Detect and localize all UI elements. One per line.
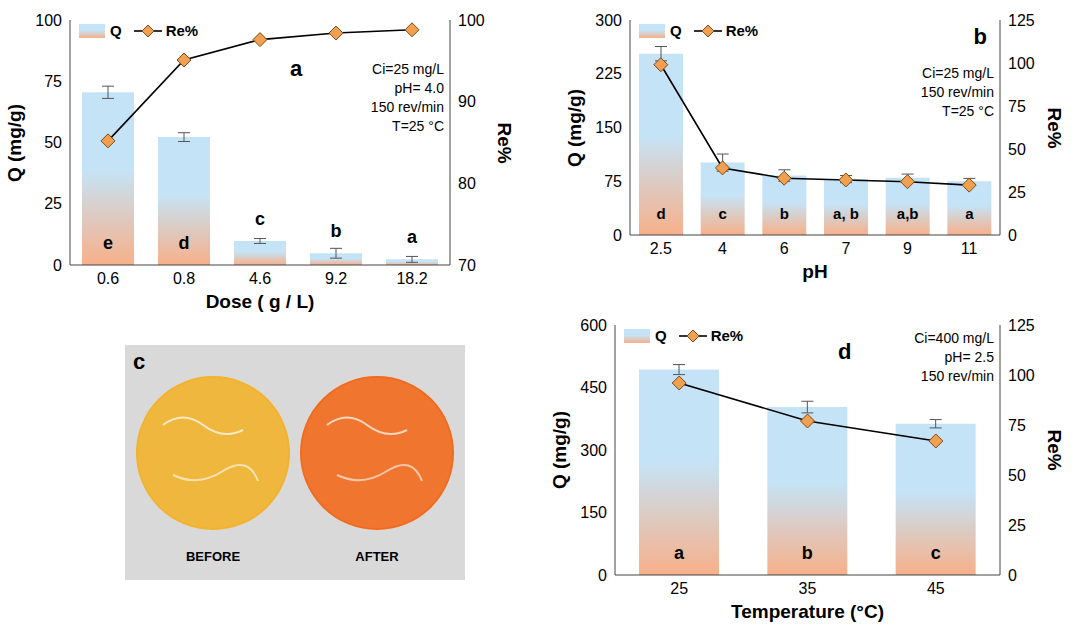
svg-text:50: 50 — [1008, 141, 1026, 158]
svg-text:100: 100 — [458, 12, 485, 29]
svg-text:c: c — [718, 205, 726, 222]
svg-text:0.8: 0.8 — [173, 270, 195, 287]
html-text:150 rev/min: 150 rev/min — [920, 368, 994, 384]
svg-text:b: b — [331, 221, 342, 241]
svg-text:18.2: 18.2 — [396, 270, 427, 287]
svg-text:150: 150 — [595, 119, 622, 136]
svg-text:4.6: 4.6 — [249, 270, 271, 287]
svg-text:100: 100 — [35, 12, 62, 29]
svg-text:50: 50 — [1008, 467, 1026, 484]
svg-text:25: 25 — [1008, 517, 1026, 534]
svg-text:2.5: 2.5 — [650, 240, 672, 257]
html-text:Re%: Re% — [1044, 429, 1065, 471]
svg-text:75: 75 — [1008, 417, 1026, 434]
html-text:Q: Q — [110, 22, 122, 39]
html-text:pH= 2.5: pH= 2.5 — [944, 349, 994, 365]
svg-text:e: e — [103, 233, 113, 253]
html-text:Q (mg/g): Q (mg/g) — [549, 410, 570, 490]
html-text:Ci=25 mg/L: Ci=25 mg/L — [922, 65, 994, 81]
svg-text:100: 100 — [1008, 367, 1035, 384]
svg-text:300: 300 — [595, 12, 622, 29]
svg-text:0: 0 — [53, 257, 62, 274]
svg-text:a: a — [407, 227, 418, 247]
svg-text:25: 25 — [1008, 184, 1026, 201]
svg-text:35: 35 — [799, 580, 817, 597]
html-text:150 rev/min: 150 rev/min — [920, 84, 994, 100]
svg-text:225: 225 — [595, 65, 622, 82]
svg-text:a: a — [965, 205, 974, 222]
svg-text:0: 0 — [1008, 227, 1017, 244]
html-text:pH= 4.0: pH= 4.0 — [394, 80, 444, 96]
html-text:Re%: Re% — [165, 22, 199, 39]
html-text:Re%: Re% — [1044, 106, 1065, 149]
svg-text:80: 80 — [458, 175, 476, 192]
html-text:Re%: Re% — [494, 121, 515, 164]
html-text:pH: pH — [802, 261, 828, 282]
svg-text:100: 100 — [1008, 55, 1035, 72]
html-text:T=25 °C: T=25 °C — [942, 103, 994, 119]
svg-text:300: 300 — [580, 442, 607, 459]
svg-text:9: 9 — [903, 240, 912, 257]
svg-text:c: c — [133, 349, 145, 374]
svg-text:450: 450 — [580, 379, 607, 396]
svg-text:600: 600 — [580, 317, 607, 334]
html-text:Q (mg/g): Q (mg/g) — [4, 103, 25, 182]
svg-text:45: 45 — [927, 580, 945, 597]
html-text:d: d — [838, 339, 852, 364]
svg-text:75: 75 — [1008, 98, 1026, 115]
svg-text:50: 50 — [44, 134, 62, 151]
svg-text:d: d — [179, 233, 190, 253]
svg-text:c: c — [255, 209, 265, 229]
svg-text:c: c — [931, 543, 941, 563]
svg-text:150: 150 — [580, 504, 607, 521]
svg-text:11: 11 — [961, 240, 978, 257]
html-text:Q: Q — [655, 327, 667, 344]
html-text:150 rev/min: 150 rev/min — [370, 99, 444, 115]
svg-text:70: 70 — [458, 257, 476, 274]
svg-text:4: 4 — [718, 240, 727, 257]
svg-text:d: d — [656, 205, 665, 222]
svg-text:0: 0 — [1008, 567, 1017, 584]
svg-text:0: 0 — [598, 567, 607, 584]
html-text:Temperature (°C): Temperature (°C) — [731, 601, 884, 622]
html-text:T=25 °C: T=25 °C — [392, 118, 444, 134]
svg-text:a, b: a, b — [833, 205, 859, 222]
html-text:b: b — [973, 24, 987, 49]
html-text:Re%: Re% — [725, 22, 759, 39]
html-text:Q (mg/g): Q (mg/g) — [564, 88, 585, 167]
svg-text:125: 125 — [1008, 12, 1035, 29]
svg-text:25: 25 — [670, 580, 688, 597]
svg-text:75: 75 — [44, 73, 62, 90]
html-text:Q: Q — [670, 22, 682, 39]
svg-text:9.2: 9.2 — [325, 270, 347, 287]
svg-text:a: a — [674, 543, 685, 563]
html-text:Ci=25 mg/L: Ci=25 mg/L — [372, 61, 444, 77]
svg-text:75: 75 — [604, 173, 622, 190]
svg-text:25: 25 — [44, 195, 62, 212]
svg-text:90: 90 — [458, 93, 476, 110]
svg-text:AFTER: AFTER — [355, 549, 399, 564]
svg-text:125: 125 — [1008, 317, 1035, 334]
svg-text:a,b: a,b — [897, 205, 919, 222]
html-text:Ci=400 mg/L: Ci=400 mg/L — [914, 330, 994, 346]
svg-text:0: 0 — [613, 227, 622, 244]
svg-text:b: b — [802, 543, 813, 563]
svg-text:6: 6 — [780, 240, 789, 257]
html-text:Dose ( g / L): Dose ( g / L) — [205, 291, 315, 312]
svg-text:0.6: 0.6 — [97, 270, 119, 287]
svg-text:b: b — [780, 205, 789, 222]
svg-text:BEFORE: BEFORE — [186, 549, 241, 564]
html-text:Re%: Re% — [710, 327, 744, 344]
svg-text:7: 7 — [841, 240, 850, 257]
html-text:a: a — [290, 56, 303, 81]
